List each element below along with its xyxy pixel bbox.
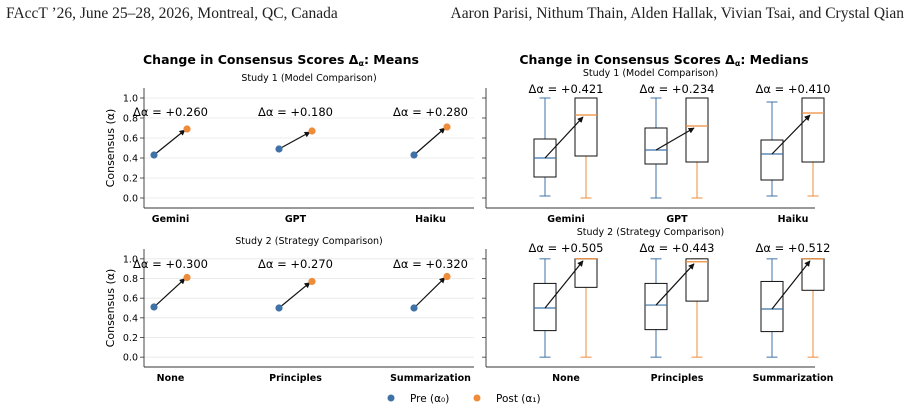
post-point xyxy=(308,277,316,286)
x-tick-label: Principles xyxy=(651,373,704,384)
means-panel-2: Study 2 (Strategy Comparison) 0.0 0.2 0.4 0.… xyxy=(104,236,474,384)
change-arrow xyxy=(278,131,311,150)
legend-post-marker xyxy=(473,394,481,402)
post-point xyxy=(183,273,191,282)
delta-label: Δα = +0.180 xyxy=(258,105,333,119)
change-arrow xyxy=(153,129,186,156)
change-arrow xyxy=(413,127,446,156)
title-means-suffix: : Means xyxy=(364,52,419,67)
pre-box xyxy=(644,127,668,165)
pre-box xyxy=(760,280,784,333)
change-arrow xyxy=(544,116,584,159)
delta-label: Δα = +0.320 xyxy=(393,257,468,271)
y-axis-label: Consensus (α) xyxy=(104,269,117,348)
y-tick-label: 0.4 xyxy=(123,154,138,165)
x-tick-label: Gemini xyxy=(547,214,584,225)
pre-point xyxy=(150,151,158,159)
delta-label: Δα = +0.421 xyxy=(529,82,604,96)
legend: Pre (α₀) Post (α₁) xyxy=(387,393,541,405)
x-tick-label: Principles xyxy=(269,373,322,384)
post-point xyxy=(443,123,451,131)
y-tick-label: 0.8 xyxy=(123,114,138,125)
title-means-prefix: Change in Consensus Scores xyxy=(143,52,349,67)
pre-point xyxy=(150,303,158,311)
change-arrow xyxy=(655,127,695,151)
x-tick-label: None xyxy=(157,373,185,384)
title-medians-suffix: : Medians xyxy=(740,52,808,67)
delta-label: Δα = +0.512 xyxy=(756,241,831,255)
y-tick-label: 0.0 xyxy=(123,194,138,205)
post-box xyxy=(801,97,825,163)
post-box xyxy=(574,97,598,157)
change-arrow xyxy=(771,114,811,155)
panel-subtitle: Study 1 (Model Comparison) xyxy=(583,68,718,79)
legend-pre-label: Pre (α₀) xyxy=(410,393,449,405)
post-point xyxy=(308,127,316,135)
pre-point xyxy=(275,145,283,153)
y-tick-label: 0.4 xyxy=(123,313,138,324)
delta-label: Δα = +0.260 xyxy=(133,105,208,119)
medians-panel-1: Study 1 (Model Comparison) Gemini Δα = +0.… xyxy=(482,68,830,225)
y-tick-label: 1.0 xyxy=(123,254,138,265)
x-tick-label: Gemini xyxy=(152,214,189,225)
pre-point xyxy=(275,304,283,312)
x-tick-label: Haiku xyxy=(778,214,809,225)
title-means-sub: α xyxy=(358,59,364,68)
delta-label: Δα = +0.270 xyxy=(258,257,333,271)
delta-label: Δα = +0.234 xyxy=(640,82,715,96)
y-tick-label: 0.8 xyxy=(123,274,138,285)
change-arrow xyxy=(771,260,811,310)
post-point xyxy=(183,125,191,133)
title-medians-delta: Δ xyxy=(725,52,735,67)
y-tick-label: 1.0 xyxy=(123,94,138,105)
post-box xyxy=(801,258,825,291)
chart-title-means: Change in Consensus Scores Δα: Means xyxy=(143,52,419,68)
y-tick-label: 0.6 xyxy=(123,134,138,145)
means-panel-1: Study 1 (Model Comparison) 0.0 0.2 0.4 0.6 0.… xyxy=(104,73,474,225)
change-arrow xyxy=(278,281,311,309)
panel-subtitle: Study 2 (Strategy Comparison) xyxy=(577,227,725,238)
running-header-venue: FAccT ’26, June 25–28, 2026, Montreal, Q… xyxy=(6,5,338,22)
title-medians-sub: α xyxy=(735,59,741,68)
delta-label: Δα = +0.300 xyxy=(133,257,208,271)
chart-title-medians: Change in Consensus Scores Δα: Medians xyxy=(519,52,808,68)
x-tick-label: Haiku xyxy=(415,214,446,225)
y-tick-label: 0.6 xyxy=(123,294,138,305)
change-arrow xyxy=(544,260,584,309)
legend-post-label: Post (α₁) xyxy=(496,393,541,405)
x-tick-label: Summarization xyxy=(390,373,471,384)
x-tick-label: None xyxy=(552,373,580,384)
x-tick-label: GPT xyxy=(666,214,688,225)
delta-label: Δα = +0.505 xyxy=(529,241,604,255)
title-medians-prefix: Change in Consensus Scores xyxy=(519,52,725,67)
y-axis-label: Consensus (α) xyxy=(104,109,117,188)
y-tick-label: 0.0 xyxy=(123,353,138,364)
pre-point xyxy=(410,151,418,159)
panel-subtitle: Study 1 (Model Comparison) xyxy=(241,73,376,84)
post-box xyxy=(685,97,709,163)
medians-panel-2: Study 2 (Strategy Comparison) None Δα = +0… xyxy=(482,227,834,384)
change-arrow xyxy=(655,263,695,306)
x-tick-label: GPT xyxy=(285,214,307,225)
delta-label: Δα = +0.280 xyxy=(393,105,468,119)
change-arrow xyxy=(413,277,446,309)
x-tick-label: Summarization xyxy=(753,373,834,384)
post-box xyxy=(574,258,598,288)
pre-box xyxy=(533,282,557,332)
pre-box xyxy=(644,282,668,331)
title-means-delta: Δ xyxy=(349,52,359,67)
pre-point xyxy=(410,304,418,312)
y-tick-label: 0.2 xyxy=(123,333,138,344)
delta-label: Δα = +0.410 xyxy=(756,82,831,96)
panel-subtitle: Study 2 (Strategy Comparison) xyxy=(235,236,383,247)
pre-box xyxy=(760,139,784,181)
running-header-authors: Aaron Parisi, Nithum Thain, Alden Hallak… xyxy=(450,5,904,22)
y-tick-label: 0.2 xyxy=(123,174,138,185)
post-box xyxy=(685,258,709,302)
legend-pre-marker xyxy=(387,394,395,402)
delta-label: Δα = +0.443 xyxy=(640,241,715,255)
post-point xyxy=(443,272,451,281)
change-arrow xyxy=(153,278,186,308)
